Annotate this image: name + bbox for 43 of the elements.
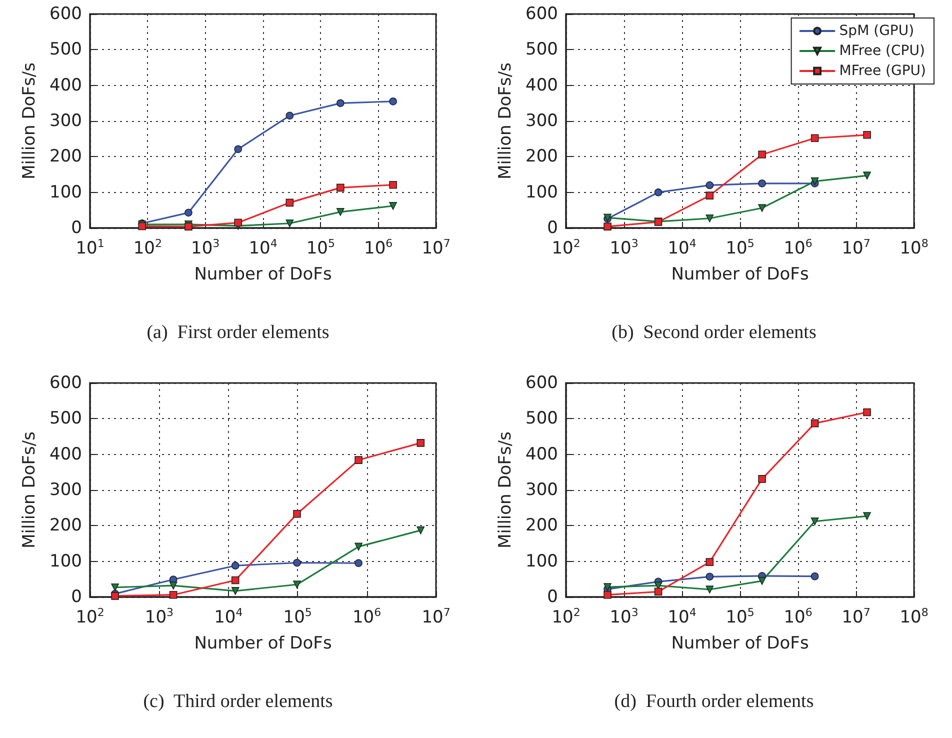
y-tick-label: 600 <box>526 4 558 24</box>
y-tick-label: 500 <box>526 408 558 429</box>
legend-label: MFree (GPU) <box>839 63 926 79</box>
y-tick-label: 0 <box>547 587 558 607</box>
y-tick-label: 300 <box>526 111 558 131</box>
text: (a) First order elements <box>146 322 330 343</box>
y-axis-title: Million DoFs/s <box>20 62 40 180</box>
y-tick-label: 0 <box>71 218 82 238</box>
y-tick-label: 100 <box>526 551 558 572</box>
y-tick-label: 0 <box>71 587 82 607</box>
y-tick-label: 400 <box>50 75 82 96</box>
x-axis-title: Number of DoFs <box>671 264 809 284</box>
y-tick-label: 100 <box>50 182 82 202</box>
x-axis-title: Number of DoFs <box>194 634 332 654</box>
y-tick-label: 300 <box>50 480 82 500</box>
y-axis-title: Million DoFs/s <box>20 431 40 548</box>
y-tick-label: 500 <box>50 408 82 429</box>
y-tick-label: 300 <box>526 480 558 500</box>
y-tick-label: 600 <box>50 4 82 24</box>
y-tick-label: 600 <box>526 373 558 393</box>
y-tick-label: 500 <box>50 40 82 60</box>
y-tick-label: 400 <box>50 444 82 464</box>
y-tick-label: 100 <box>50 551 82 572</box>
y-tick-label: 600 <box>50 373 82 393</box>
y-axis-title: Million DoFs/s <box>496 431 516 548</box>
text: (d) Fourth order elements <box>614 691 814 712</box>
y-tick-label: 200 <box>526 146 558 167</box>
x-axis-title: Number of DoFs <box>194 264 332 284</box>
y-tick-label: 400 <box>526 444 558 464</box>
y-tick-label: 0 <box>547 218 558 238</box>
legend-label: MFree (CPU) <box>839 43 925 59</box>
y-tick-label: 300 <box>50 111 82 131</box>
y-tick-label: 100 <box>526 182 558 202</box>
legend-label: SpM (GPU) <box>839 23 914 39</box>
y-tick-label: 500 <box>526 40 558 60</box>
y-tick-label: 200 <box>526 516 558 536</box>
y-tick-label: 200 <box>50 146 82 167</box>
x-axis-title: Number of DoFs <box>671 634 809 654</box>
y-tick-label: 400 <box>526 75 558 96</box>
y-tick-label: 200 <box>50 516 82 536</box>
y-axis-title: Million DoFs/s <box>496 62 516 180</box>
text: (c) Third order elements <box>143 691 333 712</box>
text: (b) Second order elements <box>612 322 816 343</box>
